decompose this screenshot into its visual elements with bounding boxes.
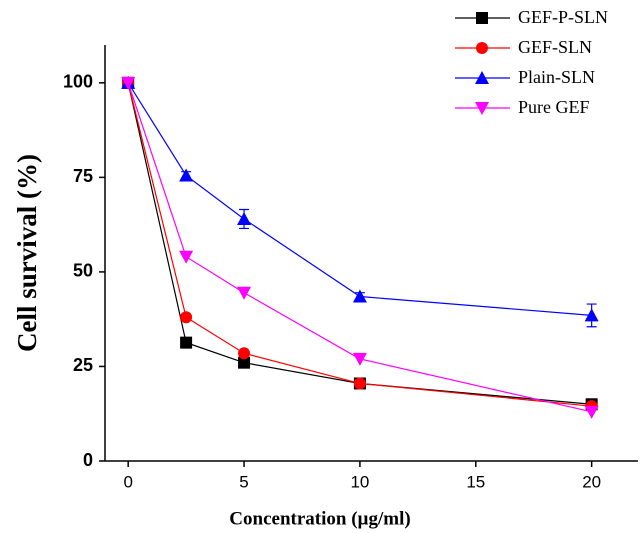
data-point <box>352 289 367 303</box>
data-point <box>584 308 599 322</box>
data-point <box>238 356 251 369</box>
data-point <box>237 211 252 225</box>
data-point <box>584 405 599 419</box>
x-tick-label: 10 <box>350 472 369 491</box>
data-point <box>179 250 194 264</box>
x-tick-label: 0 <box>123 472 132 491</box>
y-axis-label: Cell survival (%) <box>12 154 42 352</box>
x-tick-label: 5 <box>239 472 248 491</box>
y-tick-label: 75 <box>73 166 93 186</box>
legend-marker <box>475 102 489 115</box>
legend-label: Plain-SLN <box>518 67 595 87</box>
y-tick-label: 50 <box>73 261 93 281</box>
series-line <box>127 82 592 316</box>
data-point <box>180 336 193 349</box>
data-point <box>121 76 136 90</box>
x-axis-label: Concentration (µg/ml) <box>229 508 410 529</box>
legend-label: GEF-P-SLN <box>518 7 608 27</box>
legend-marker <box>475 71 489 84</box>
y-tick-label: 100 <box>63 72 93 92</box>
data-point <box>179 168 194 182</box>
y-tick-label: 0 <box>83 450 93 470</box>
x-tick-label: 20 <box>582 472 601 491</box>
legend-marker <box>476 12 488 24</box>
legend-marker <box>476 42 488 54</box>
data-point <box>353 377 366 390</box>
data-point <box>237 286 252 300</box>
legend-label: GEF-SLN <box>518 37 592 57</box>
x-tick-label: 15 <box>466 472 485 491</box>
data-point <box>352 352 367 366</box>
data-point <box>180 311 193 324</box>
data-point <box>238 347 251 360</box>
y-tick-label: 25 <box>73 355 93 375</box>
legend-label: Pure GEF <box>518 97 590 117</box>
